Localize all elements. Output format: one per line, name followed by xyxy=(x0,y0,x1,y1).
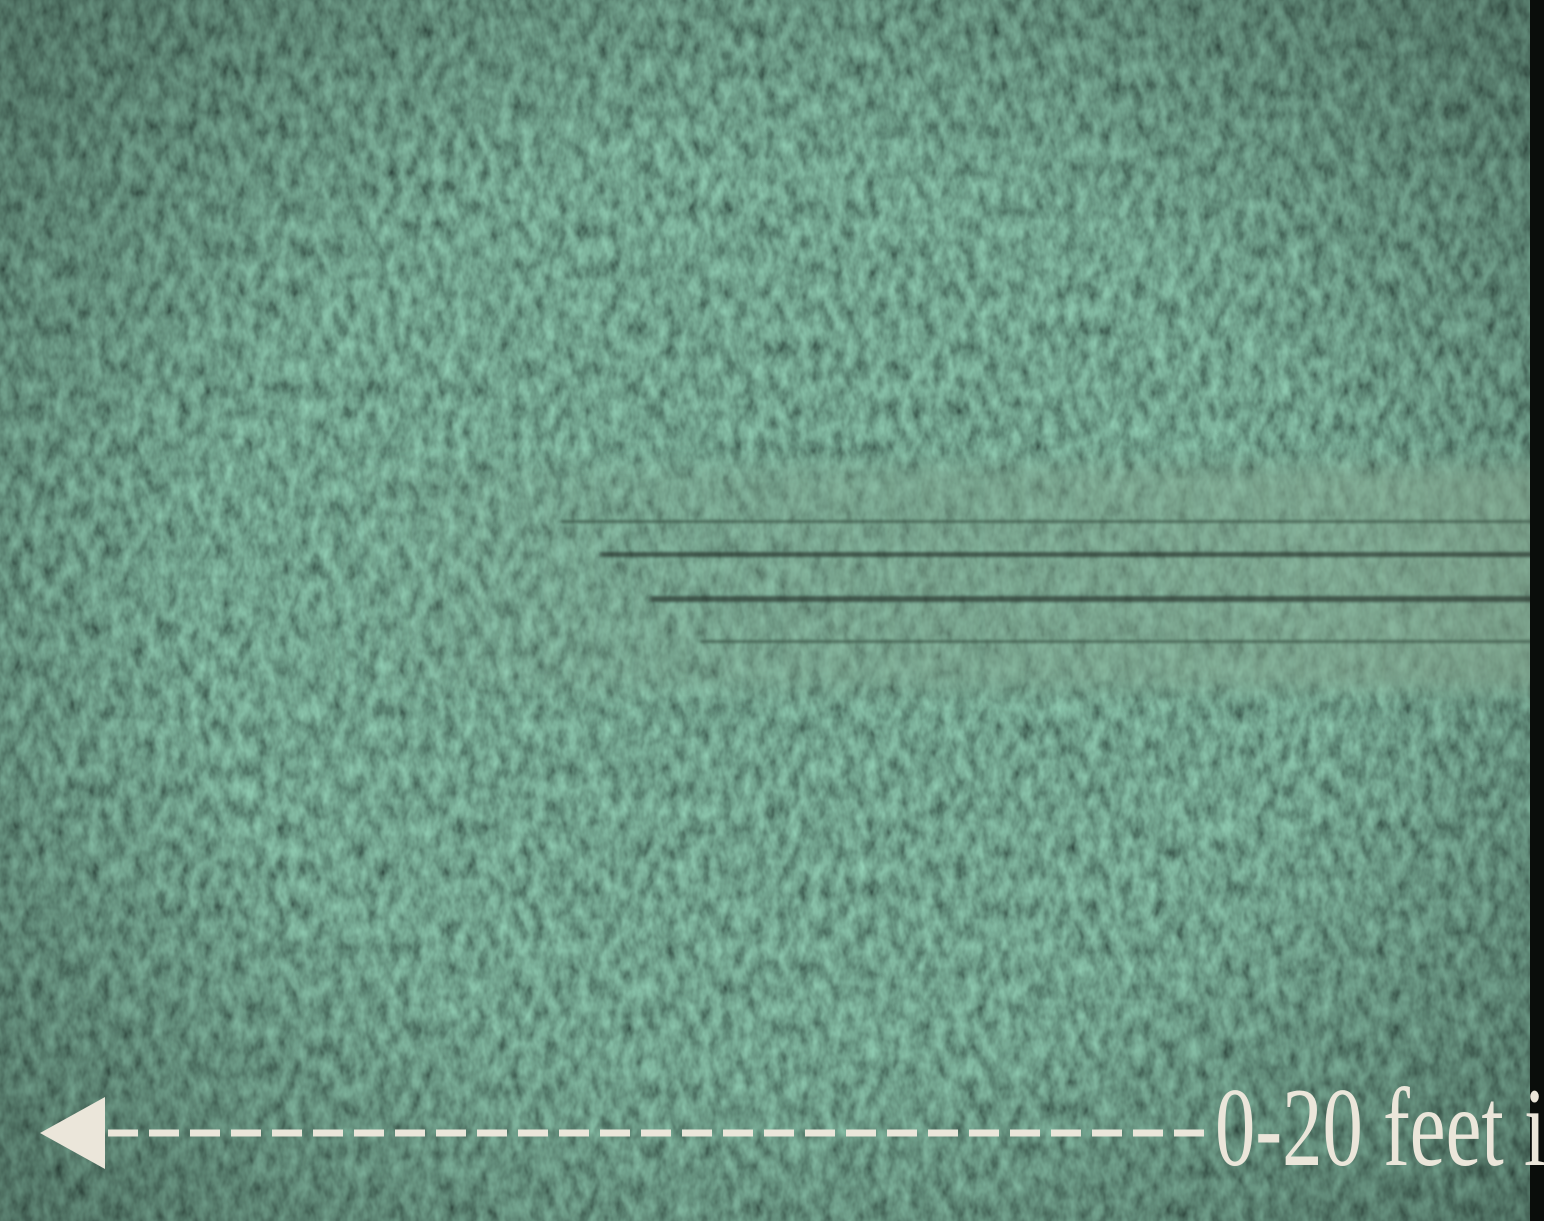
caption: 0-20 feet in xyxy=(1215,1066,1544,1190)
page: {"caption": "0-20 feet in"} xyxy=(0,0,1544,1221)
blur-band xyxy=(330,465,1544,690)
ball-track xyxy=(330,465,1544,690)
photo: 0-20 feet in xyxy=(0,0,1544,1221)
page-edge xyxy=(1530,0,1544,1221)
